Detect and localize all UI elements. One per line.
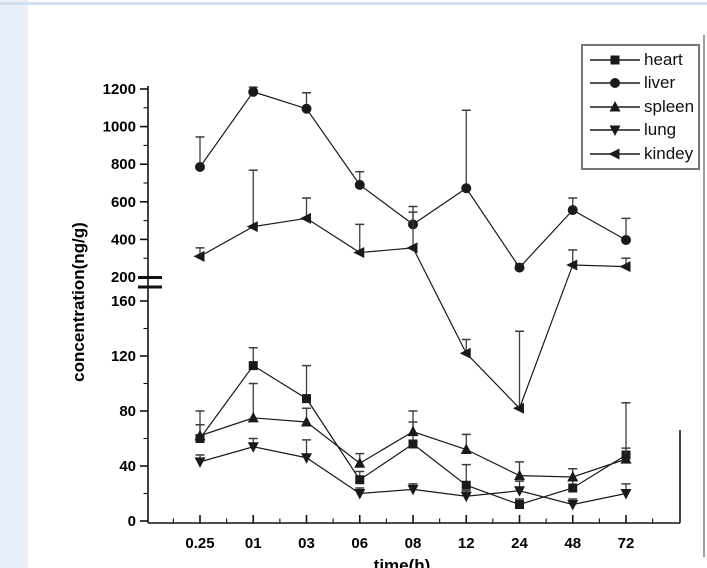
y-tick-label: 1000 [103, 119, 136, 136]
top-border-line [0, 2, 707, 5]
x-tick-label: 0.25 [185, 535, 214, 552]
legend-label-spleen: spleen [644, 96, 695, 116]
x-tick-label: 48 [564, 535, 581, 552]
y-tick-label: 800 [111, 156, 136, 173]
y-tick-label: 160 [111, 293, 136, 310]
kindey-marker-icon [590, 148, 640, 160]
x-axis-title: time(h) [374, 556, 431, 568]
heart-marker-icon [590, 55, 640, 65]
y-tick-label: 0 [128, 513, 136, 530]
x-tick-label: 08 [405, 535, 422, 552]
x-tick-label: 12 [458, 535, 475, 552]
y-tick-label: 120 [111, 348, 136, 365]
lung-marker-icon [590, 125, 640, 137]
series-lung [194, 437, 632, 511]
y-tick-label: 1200 [103, 81, 136, 98]
chart-legend: heart liver spleen lung kindey [581, 44, 700, 170]
x-tick-label: 24 [511, 535, 528, 552]
legend-item-kindey: kindey [589, 142, 698, 166]
left-margin-strip [0, 0, 28, 568]
x-tick-label: 06 [351, 535, 368, 552]
y-tick-label: 40 [119, 458, 136, 475]
legend-label-liver: liver [644, 73, 676, 93]
legend-item-lung: lung [589, 119, 698, 143]
axis-tick-labels: 0.25 01 03 06 08 12 24 48 72 0 40 80 120 160 200 400 600… [103, 81, 635, 552]
liver-marker-icon [590, 78, 640, 89]
right-border-line [703, 35, 705, 557]
y-axis-title: concentration(ng/g) [69, 222, 88, 382]
legend-item-liver: liver [589, 72, 698, 96]
y-tick-label: 80 [119, 403, 136, 420]
series-kindey [193, 169, 631, 414]
legend-label-heart: heart [644, 49, 683, 69]
spleen-marker-icon [590, 100, 640, 112]
x-axis-ticks [140, 88, 654, 523]
y-tick-label: 200 [111, 269, 136, 286]
axes [138, 86, 681, 524]
x-tick-label: 72 [618, 535, 635, 552]
x-tick-label: 01 [245, 535, 262, 552]
legend-item-heart: heart [589, 48, 698, 72]
x-tick-label: 03 [298, 535, 315, 552]
y-tick-label: 400 [111, 231, 136, 248]
legend-label-kindey: kindey [644, 143, 694, 163]
legend-label-lung: lung [644, 120, 677, 140]
y-tick-label: 600 [111, 194, 136, 211]
legend-item-spleen: spleen [589, 95, 698, 119]
series-spleen [194, 382, 632, 482]
